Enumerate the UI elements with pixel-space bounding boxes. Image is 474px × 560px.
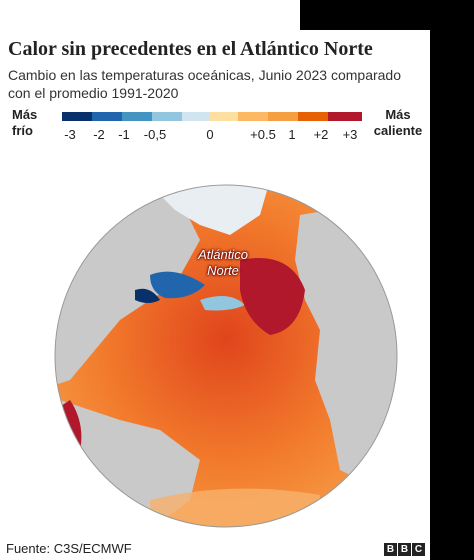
legend-cold: Más frío	[12, 107, 38, 138]
tick-label: +2	[313, 127, 329, 142]
legend-hot: Más caliente	[373, 107, 423, 138]
top-bar	[300, 0, 430, 30]
map-label: Atlántico Norte	[198, 247, 248, 278]
tick-label: -0,5	[143, 127, 167, 142]
tick-label: -1	[118, 127, 130, 142]
tick-label: +0.5	[250, 127, 276, 142]
source: Fuente: C3S/ECMWF	[6, 541, 132, 556]
tick-label: 1	[288, 127, 296, 142]
colorbar	[62, 112, 362, 121]
tick-label: -2	[93, 127, 105, 142]
tick-label: -3	[64, 127, 76, 142]
title: Calor sin precedentes en el Atlántico No…	[8, 38, 373, 60]
logo-letter: B	[384, 543, 397, 556]
logo-letter: C	[412, 543, 425, 556]
graphic	[54, 112, 398, 528]
tick-label: +3	[342, 127, 358, 142]
tick-label: 0	[206, 127, 214, 142]
subtitle: Cambio en las temperaturas oceánicas, Ju…	[8, 67, 402, 101]
logo-letter: B	[398, 543, 411, 556]
